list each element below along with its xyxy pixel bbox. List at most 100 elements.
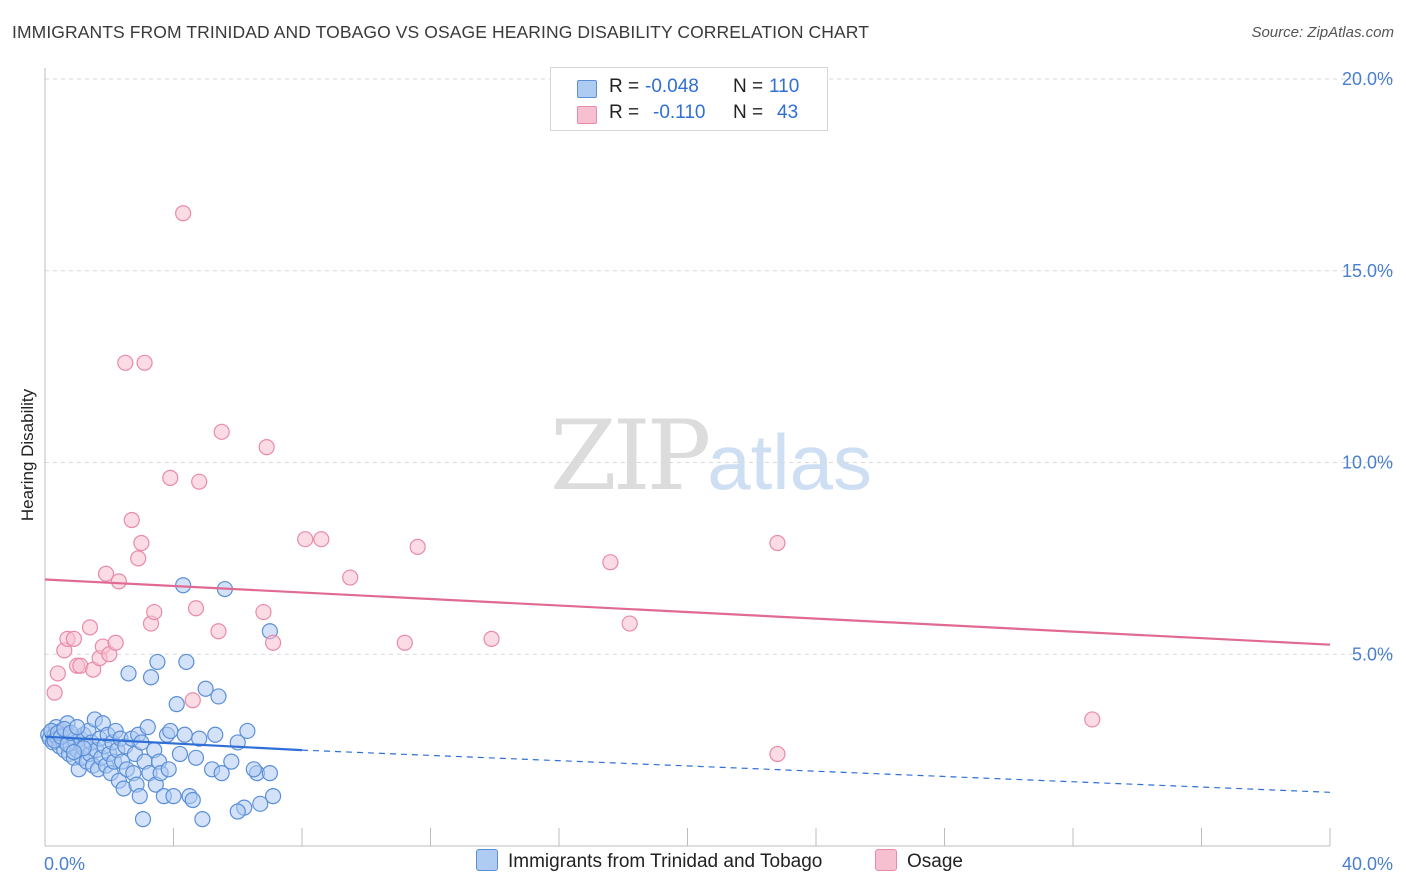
point-osage [136, 354, 153, 371]
legend: R = -0.048 N = 110 R = -0.110 N = 43 [550, 67, 828, 131]
point-trinidad [131, 788, 148, 805]
point-trinidad [65, 743, 83, 761]
y-tick-label: 5.0% [1352, 644, 1393, 664]
chart-title: IMMIGRANTS FROM TRINIDAD AND TOBAGO VS O… [12, 22, 869, 42]
point-trinidad [210, 688, 227, 705]
legend-n-label: N = [733, 102, 764, 123]
legend-swatch-trinidad [577, 80, 597, 98]
point-trinidad [178, 653, 195, 671]
y-tick-label: 10.0% [1342, 453, 1393, 473]
point-osage [409, 538, 426, 555]
point-osage [187, 600, 205, 617]
point-trinidad [139, 719, 156, 736]
point-osage [107, 634, 124, 651]
trend-line-osage [44, 578, 1331, 646]
point-osage [184, 692, 201, 709]
legend-r-label: R = [609, 76, 640, 97]
point-osage [602, 554, 619, 571]
point-osage [162, 469, 179, 486]
point-osage [483, 630, 500, 648]
bottom-legend-trinidad: Immigrants from Trinidad and Tobago [476, 849, 823, 873]
x-tick-label: 40.0% [1342, 854, 1393, 874]
point-osage [396, 634, 413, 651]
point-osage [213, 423, 230, 440]
axes [44, 68, 1331, 847]
legend-r-label: R = [609, 102, 640, 123]
point-trinidad [223, 753, 240, 770]
y-tick-label: 20.0% [1342, 69, 1393, 89]
point-trinidad [134, 811, 152, 828]
point-osage [46, 684, 63, 701]
point-trinidad [239, 722, 256, 740]
point-trinidad [194, 811, 211, 828]
point-osage [191, 473, 208, 490]
legend-r-value: -0.110 [653, 102, 706, 123]
point-osage [313, 531, 330, 548]
legend-n-label: N = [733, 76, 764, 97]
point-osage [49, 665, 66, 682]
bottom-legend-label-osage: Osage [907, 851, 963, 873]
point-trinidad [162, 722, 179, 740]
trend-lines [44, 578, 1331, 793]
y-axis-label: Hearing Disability [18, 388, 37, 521]
point-trinidad [245, 761, 262, 778]
point-trinidad [160, 761, 177, 778]
bottom-legend-osage: Osage [875, 849, 963, 873]
point-trinidad [168, 696, 185, 713]
grid-lines [45, 78, 1395, 655]
legend-row-osage: R = -0.110 N = 43 [551, 102, 827, 128]
point-osage [769, 534, 786, 552]
y-tick-label: 15.0% [1342, 261, 1393, 281]
point-osage [621, 615, 638, 632]
trend-line-trinidad [44, 735, 303, 752]
point-osage [146, 603, 163, 621]
point-osage [210, 623, 227, 640]
point-trinidad [184, 791, 201, 809]
trend-line-trinidad-extrapolated [301, 749, 1331, 793]
point-trinidad [207, 726, 224, 743]
legend-r-value: -0.048 [645, 76, 699, 97]
point-trinidad [142, 669, 160, 686]
point-osage [255, 603, 272, 621]
point-osage [258, 439, 275, 456]
point-trinidad [69, 719, 86, 736]
point-trinidad [229, 803, 246, 820]
point-osage [175, 205, 192, 222]
watermark: ZIPatlas [550, 400, 872, 512]
point-trinidad [187, 749, 205, 766]
point-osage [65, 630, 83, 648]
watermark-zip: ZIP [550, 400, 711, 512]
point-osage [769, 745, 786, 763]
point-trinidad [191, 730, 208, 747]
point-osage [297, 531, 314, 548]
point-osage [1084, 711, 1101, 728]
series-trinidad-points [40, 577, 282, 828]
point-trinidad [252, 795, 269, 812]
point-osage [81, 619, 99, 636]
point-osage [123, 511, 140, 529]
point-trinidad [176, 726, 193, 743]
point-osage [130, 550, 147, 567]
point-osage [110, 573, 127, 590]
point-trinidad [165, 788, 182, 805]
point-trinidad [120, 665, 137, 682]
point-trinidad [261, 765, 278, 782]
legend-n-value: 43 [777, 102, 799, 123]
legend-swatch-osage [577, 106, 597, 124]
bottom-legend-label-trinidad: Immigrants from Trinidad and Tobago [508, 851, 823, 873]
point-osage [264, 634, 282, 651]
source-label: Source: ZipAtlas.com [1251, 24, 1394, 41]
bottom-legend-swatch-trinidad [476, 849, 498, 871]
point-osage [97, 565, 115, 582]
axis-labels: 5.0% 10.0% 15.0% 20.0% 0.0% 40.0% Hearing Disa… [18, 69, 1393, 874]
point-trinidad [149, 653, 166, 671]
point-osage [117, 354, 134, 371]
legend-row-trinidad: R = -0.048 N = 110 [551, 76, 827, 102]
point-osage [133, 534, 150, 552]
point-trinidad [213, 765, 230, 782]
bottom-legend-swatch-osage [875, 849, 897, 871]
point-trinidad [197, 680, 214, 697]
series-osage-points [46, 205, 1101, 763]
legend-n-value: 110 [769, 76, 800, 97]
